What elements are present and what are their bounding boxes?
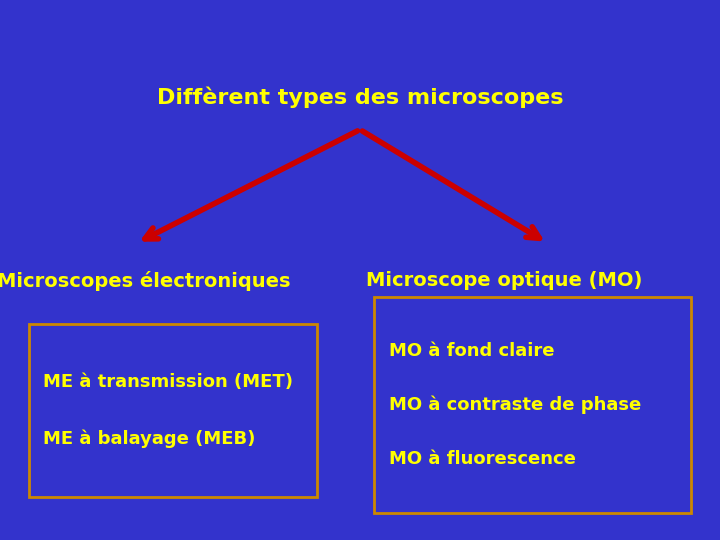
Text: ME à balayage (MEB): ME à balayage (MEB) bbox=[43, 430, 256, 448]
Text: MO à fluorescence: MO à fluorescence bbox=[389, 450, 576, 468]
Text: MO à contraste de phase: MO à contraste de phase bbox=[389, 396, 641, 414]
FancyBboxPatch shape bbox=[374, 297, 691, 513]
Text: Microscopes électroniques: Microscopes électroniques bbox=[0, 271, 291, 291]
Text: Diffèrent types des microscopes: Diffèrent types des microscopes bbox=[157, 86, 563, 108]
FancyBboxPatch shape bbox=[29, 324, 317, 497]
Text: MO à fond claire: MO à fond claire bbox=[389, 342, 554, 360]
Text: ME à transmission (MET): ME à transmission (MET) bbox=[43, 373, 293, 390]
Text: Microscope optique (MO): Microscope optique (MO) bbox=[366, 271, 642, 291]
